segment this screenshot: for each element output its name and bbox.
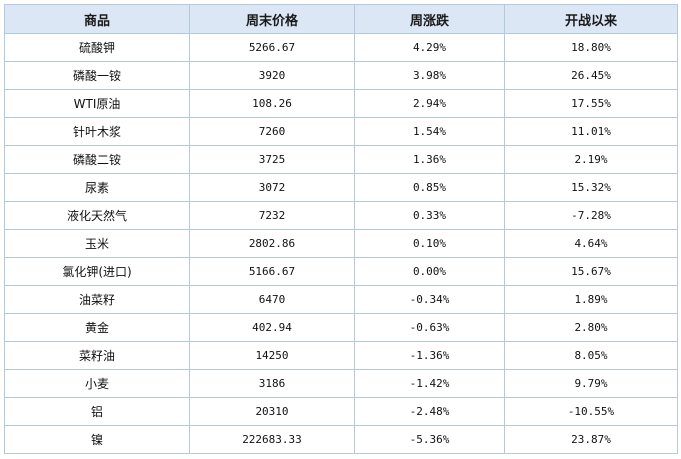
header-weekly-change: 周涨跌 [354,4,505,34]
since-war-cell: 9.79% [504,369,678,398]
commodity-price-table: 商品 周末价格 周涨跌 开战以来 硫酸钾 5266.67 4.29% 18.80% 磷酸… [4,4,678,454]
price-cell: 3186 [189,369,355,398]
commodity-cell: 小麦 [4,369,190,398]
commodity-cell: 镍 [4,425,190,454]
since-war-cell: 26.45% [504,61,678,90]
table-row: 铝 20310 -2.48% -10.55% [4,397,678,426]
since-war-cell: 4.64% [504,229,678,258]
weekly-change-cell: -0.63% [354,313,505,342]
weekly-change-cell: 2.94% [354,89,505,118]
table-row: 氯化钾(进口) 5166.67 0.00% 15.67% [4,257,678,286]
table-row: 油菜籽 6470 -0.34% 1.89% [4,285,678,314]
header-row: 商品 周末价格 周涨跌 开战以来 [4,4,678,34]
weekly-change-cell: -5.36% [354,425,505,454]
price-cell: 5266.67 [189,33,355,62]
price-cell: 6470 [189,285,355,314]
commodity-cell: 菜籽油 [4,341,190,370]
since-war-cell: 17.55% [504,89,678,118]
table-row: 菜籽油 14250 -1.36% 8.05% [4,341,678,370]
weekly-change-cell: 0.85% [354,173,505,202]
price-cell: 402.94 [189,313,355,342]
weekly-change-cell: 1.54% [354,117,505,146]
price-cell: 7260 [189,117,355,146]
weekly-change-cell: 0.33% [354,201,505,230]
commodity-cell: 尿素 [4,173,190,202]
table-row: 镍 222683.33 -5.36% 23.87% [4,425,678,454]
since-war-cell: 1.89% [504,285,678,314]
table-row: 磷酸二铵 3725 1.36% 2.19% [4,145,678,174]
table-body: 硫酸钾 5266.67 4.29% 18.80% 磷酸一铵 3920 3.98% 26.45%… [4,33,678,454]
table-row: 针叶木浆 7260 1.54% 11.01% [4,117,678,146]
table-row: 硫酸钾 5266.67 4.29% 18.80% [4,33,678,62]
table-row: 玉米 2802.86 0.10% 4.64% [4,229,678,258]
commodity-cell: 磷酸一铵 [4,61,190,90]
price-cell: 3072 [189,173,355,202]
weekly-change-cell: 4.29% [354,33,505,62]
table-row: 黄金 402.94 -0.63% 2.80% [4,313,678,342]
weekly-change-cell: 3.98% [354,61,505,90]
price-cell: 3725 [189,145,355,174]
price-cell: 5166.67 [189,257,355,286]
weekly-change-cell: -1.36% [354,341,505,370]
commodity-cell: 磷酸二铵 [4,145,190,174]
since-war-cell: 11.01% [504,117,678,146]
table-row: 磷酸一铵 3920 3.98% 26.45% [4,61,678,90]
header-commodity: 商品 [4,4,190,34]
commodity-cell: 氯化钾(进口) [4,257,190,286]
since-war-cell: 8.05% [504,341,678,370]
commodity-cell: 硫酸钾 [4,33,190,62]
weekly-change-cell: -0.34% [354,285,505,314]
weekly-change-cell: -1.42% [354,369,505,398]
table-row: 液化天然气 7232 0.33% -7.28% [4,201,678,230]
price-cell: 14250 [189,341,355,370]
since-war-cell: 23.87% [504,425,678,454]
price-cell: 20310 [189,397,355,426]
price-cell: 3920 [189,61,355,90]
header-since-war: 开战以来 [504,4,678,34]
since-war-cell: 15.67% [504,257,678,286]
weekly-change-cell: -2.48% [354,397,505,426]
commodity-cell: 玉米 [4,229,190,258]
since-war-cell: -7.28% [504,201,678,230]
price-cell: 7232 [189,201,355,230]
table-row: 尿素 3072 0.85% 15.32% [4,173,678,202]
weekly-change-cell: 0.00% [354,257,505,286]
commodity-cell: 针叶木浆 [4,117,190,146]
commodity-cell: WTI原油 [4,89,190,118]
since-war-cell: 2.19% [504,145,678,174]
table-row: WTI原油 108.26 2.94% 17.55% [4,89,678,118]
header-weekend-price: 周末价格 [189,4,355,34]
price-cell: 2802.86 [189,229,355,258]
since-war-cell: 15.32% [504,173,678,202]
commodity-cell: 液化天然气 [4,201,190,230]
since-war-cell: -10.55% [504,397,678,426]
commodity-cell: 铝 [4,397,190,426]
commodity-cell: 油菜籽 [4,285,190,314]
price-cell: 222683.33 [189,425,355,454]
since-war-cell: 2.80% [504,313,678,342]
weekly-change-cell: 0.10% [354,229,505,258]
weekly-change-cell: 1.36% [354,145,505,174]
price-cell: 108.26 [189,89,355,118]
commodity-cell: 黄金 [4,313,190,342]
table-row: 小麦 3186 -1.42% 9.79% [4,369,678,398]
since-war-cell: 18.80% [504,33,678,62]
